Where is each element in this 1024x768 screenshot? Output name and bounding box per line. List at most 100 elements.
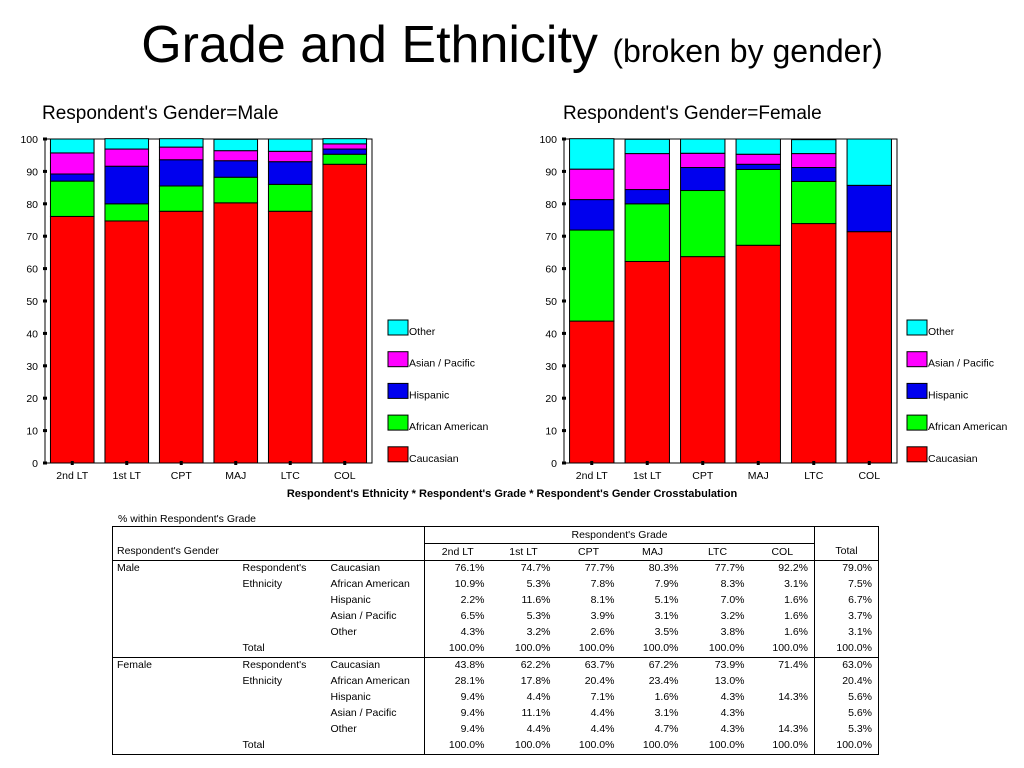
crosstab-cell: 100.0% (424, 641, 491, 658)
male-y-tick-label: 40 (26, 328, 38, 340)
female-x-label-1st-lt: 1st LT (633, 470, 662, 482)
female-bar-ltc-caucasian (791, 223, 837, 464)
crosstab-total-label: Total (242, 642, 265, 654)
crosstab-gender-cell (113, 738, 239, 755)
crosstab-cell: 7.0% (720, 594, 745, 606)
label-mask-strip (0, 481, 1024, 490)
crosstab-cell: 4.4% (526, 723, 551, 735)
male-bar-2nd-lt-hispanic (49, 173, 95, 182)
male-bar-ltc-caucasian (267, 210, 313, 464)
crosstab-cell: 5.1% (654, 594, 679, 606)
crosstab-cell: 5.3% (526, 610, 551, 622)
crosstab-cell: 62.2% (490, 657, 557, 674)
crosstab-cell: 5.3% (526, 578, 551, 590)
crosstab-cell: 100.0% (772, 739, 808, 751)
crosstab-cell: 4.3% (720, 707, 745, 719)
crosstab-cell: 11.1% (521, 707, 551, 719)
male-y-tick-label: 10 (26, 426, 38, 438)
crosstab-cell: 100.0% (708, 739, 745, 751)
female-y-tick (562, 169, 566, 173)
crosstab-cell: 2.6% (590, 626, 615, 638)
crosstab-ethnicity-label (239, 593, 327, 609)
female-x-label-cpt: CPT (692, 470, 714, 482)
male-y-tick (43, 396, 47, 400)
crosstab-ethnicity-label (239, 690, 327, 706)
female-x-tick (645, 461, 649, 465)
male-x-label-1st-lt: 1st LT (113, 470, 142, 482)
crosstab-cell: 80.3% (648, 562, 679, 574)
crosstab-total-cell: 6.7% (814, 593, 879, 609)
male-bar-maj-african-american (213, 176, 259, 204)
male-x-label-maj: MAJ (225, 470, 246, 482)
female-y-tick-label: 20 (545, 393, 557, 405)
male-x-label-cpt: CPT (171, 470, 193, 482)
crosstab-cell: 4.4% (526, 691, 551, 703)
crosstab-row: Ethnicity African American 28.1% 17.8% 20.4%… (113, 674, 879, 690)
crosstab-col-header-total: Total (814, 543, 879, 561)
crosstab-ethnicity-hispanic: Hispanic (330, 691, 371, 703)
female-legend-label-hispanic: Hispanic (928, 389, 968, 401)
crosstab-cell: 8.1% (590, 594, 615, 606)
female-bar-cpt-caucasian (680, 256, 726, 464)
male-y-tick-label: 60 (26, 264, 38, 276)
female-y-tick-label: 40 (545, 328, 557, 340)
female-bar-maj-caucasian (735, 244, 781, 464)
male-bar-cpt-asian-pacific (158, 146, 204, 161)
female-bar-cpt-asian-pacific (680, 152, 726, 169)
crosstab-gender-cell: Female (112, 657, 239, 674)
female-bar-2nd-lt-african-american (569, 229, 615, 322)
male-y-tick-label: 90 (26, 166, 38, 178)
crosstab-cell: 3.2% (526, 626, 551, 638)
crosstab-ethnicity-african-american: African American (330, 675, 410, 687)
male-chart: 0 10 20 30 40 50 60 70 80 90 100 2nd LT 1st LT CPT MAJ… (20, 134, 488, 482)
male-x-tick (234, 461, 238, 465)
crosstab-subtitle: % within Respondent's Grade (118, 513, 256, 525)
crosstab-ethnicity-hispanic: Hispanic (330, 594, 371, 606)
male-bar-ltc-african-american (267, 183, 313, 212)
female-y-tick-label: 60 (545, 264, 557, 276)
crosstab-cell: 9.4% (424, 706, 491, 722)
crosstab-cell: 14.3% (778, 723, 808, 735)
female-legend-label-african-american: African American (928, 421, 1008, 433)
male-legend-swatch-asian-pacific (387, 351, 409, 368)
crosstab-ethnicity-caucasian: Caucasian (330, 562, 381, 574)
male-legend-label-african-american: African American (409, 421, 489, 433)
male-bar-col-hispanic (322, 148, 368, 155)
male-y-tick (43, 364, 47, 368)
chart-title-male: Respondent's Gender=Male (42, 103, 279, 124)
crosstab-col-header-col: COL (750, 543, 815, 561)
female-legend-swatch-caucasian (906, 446, 928, 463)
male-bar-2nd-lt-caucasian (49, 215, 95, 464)
female-bar-ltc-other (791, 139, 837, 155)
female-legend-swatch-other (906, 319, 928, 336)
male-y-tick (43, 429, 47, 433)
female-x-label-maj: MAJ (748, 470, 769, 482)
male-bar-1st-lt-caucasian (104, 220, 150, 464)
male-x-tick (343, 461, 347, 465)
crosstab-col-header-cpt: CPT (556, 543, 621, 561)
crosstab-cell: 9.4% (424, 722, 491, 738)
crosstab-cell: 3.1% (654, 610, 679, 622)
female-x-tick (867, 461, 871, 465)
crosstab-ethnicity-label: Ethnicity (242, 675, 283, 687)
crosstab-cell: 3.8% (720, 626, 745, 638)
male-legend-label-asian-pacific: Asian / Pacific (409, 358, 475, 370)
crosstab-cell: 77.7% (714, 562, 745, 574)
chart-title-female: Respondent's Gender=Female (563, 103, 822, 124)
crosstab-cell: 3.1% (654, 707, 679, 719)
male-bar-col-african-american (322, 153, 368, 165)
crosstab-row: Asian / Pacific 9.4% 11.1% 4.4% 3.1% 4.3% 5.6% (113, 706, 879, 722)
crosstab-empty (327, 641, 425, 658)
female-bar-ltc-african-american (791, 180, 837, 225)
male-bar-2nd-lt-asian-pacific (49, 152, 95, 175)
male-y-tick-label: 100 (20, 134, 38, 146)
male-bar-cpt-hispanic (158, 159, 204, 187)
female-bar-2nd-lt-caucasian (569, 320, 615, 464)
crosstab-cell: 1.6% (654, 691, 679, 703)
crosstab-ethnicity-other: Other (330, 723, 357, 735)
female-y-tick (562, 396, 566, 400)
female-chart: 0 10 20 30 40 50 60 70 80 90 100 2nd LT 1st LT CPT MAJ… (539, 134, 1007, 482)
crosstab-cell: 11.6% (521, 594, 551, 606)
crosstab-cell: 1.6% (784, 594, 808, 606)
female-y-tick (562, 364, 566, 368)
